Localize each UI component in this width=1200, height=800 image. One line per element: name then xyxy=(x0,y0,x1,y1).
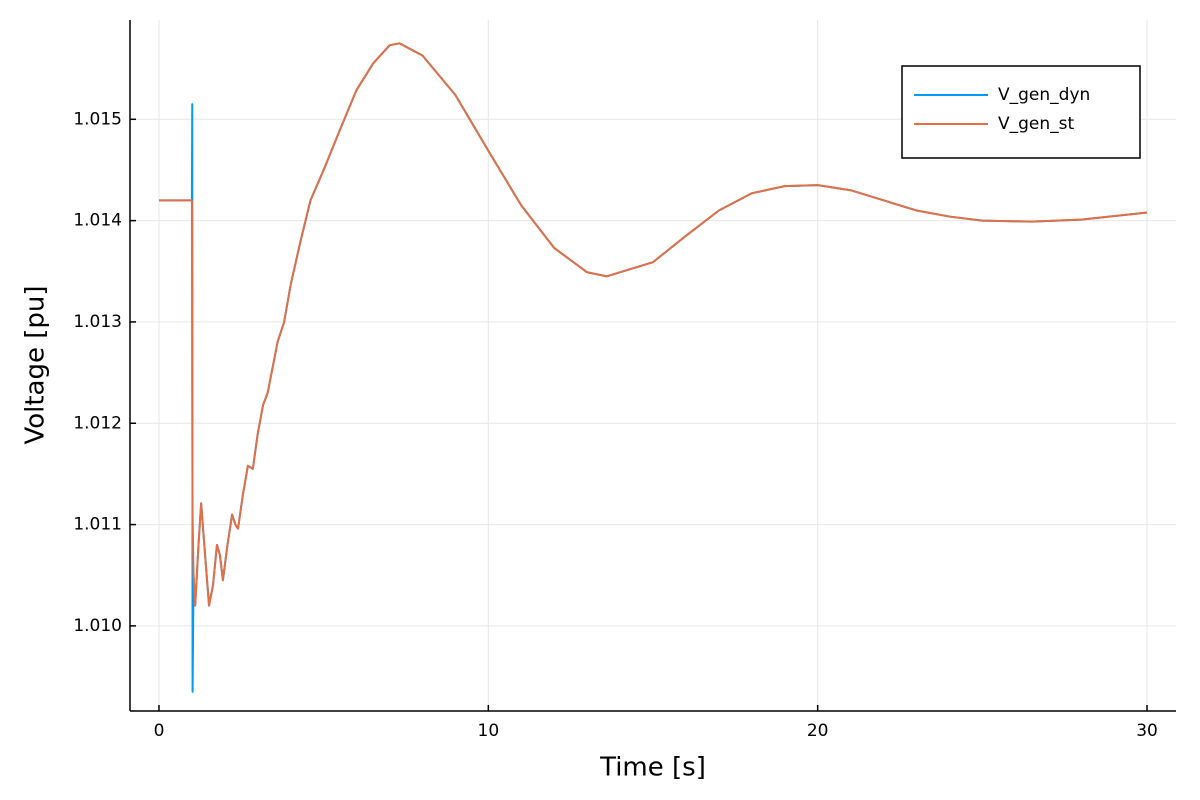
x-axis-label: Time [s] xyxy=(599,753,706,783)
y-tick-label: 1.014 xyxy=(73,211,122,231)
y-tick-label: 1.013 xyxy=(73,312,122,332)
y-tick-label: 1.015 xyxy=(73,109,122,129)
y-tick-label: 1.011 xyxy=(73,515,122,535)
legend-label: V_gen_st xyxy=(998,114,1075,134)
x-tick-label: 30 xyxy=(1136,721,1158,741)
x-tick-label: 10 xyxy=(478,721,500,741)
x-tick-label: 20 xyxy=(807,721,829,741)
legend-label: V_gen_dyn xyxy=(998,85,1090,105)
legend-box xyxy=(901,65,1141,159)
y-tick-label: 1.010 xyxy=(73,616,122,636)
series-line xyxy=(158,42,1148,607)
x-tick-label: 0 xyxy=(154,721,165,741)
y-tick-label: 1.012 xyxy=(73,413,122,433)
y-axis-label: Voltage [pu] xyxy=(21,285,51,444)
